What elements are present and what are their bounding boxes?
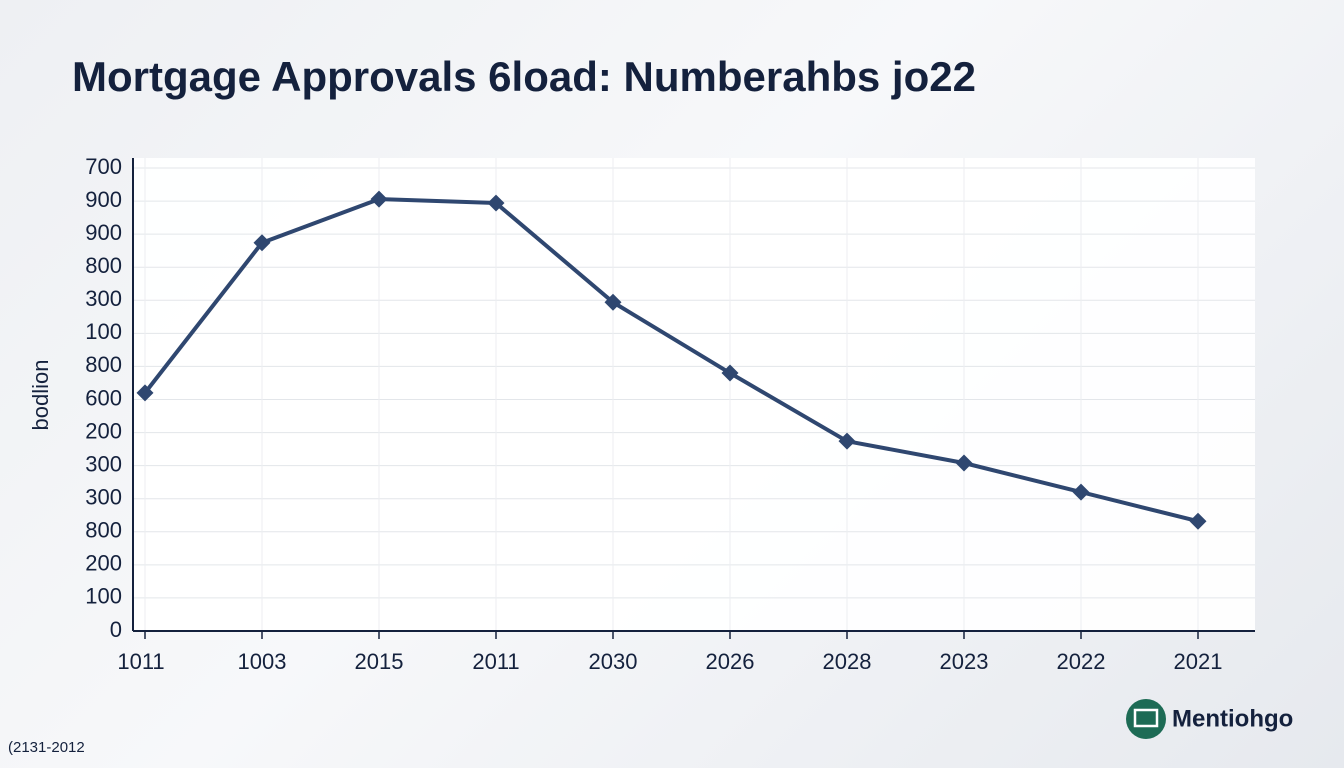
x-tick-label: 2021 <box>1174 649 1223 674</box>
x-tick-label: 2026 <box>706 649 755 674</box>
y-tick-label: 900 <box>85 220 122 245</box>
y-tick-label: 600 <box>85 385 122 410</box>
x-tick-label: 2030 <box>589 649 638 674</box>
y-tick-label: 900 <box>85 187 122 212</box>
y-tick-label: 100 <box>85 584 122 609</box>
y-tick-label: 700 <box>85 154 122 179</box>
logo-icon <box>1126 699 1166 739</box>
x-tick-label: 2028 <box>823 649 872 674</box>
y-tick-label: 800 <box>85 518 122 543</box>
y-tick-label: 200 <box>85 418 122 443</box>
point <box>721 364 739 382</box>
point <box>136 384 154 402</box>
x-tick-label: 2011 <box>472 649 519 674</box>
footer: (2131-2012 <box>8 739 85 756</box>
logo-icon-house <box>1133 708 1159 728</box>
y-tick-label: 100 <box>85 319 122 344</box>
x-tick-label: 2023 <box>940 649 989 674</box>
y-tick-label: 200 <box>85 551 122 576</box>
point <box>253 234 271 252</box>
point <box>838 432 856 450</box>
point <box>955 454 973 472</box>
y-tick-label: 0 <box>110 617 122 642</box>
point <box>1189 512 1207 530</box>
logo-text: Mentiohgo <box>1172 705 1293 732</box>
x-tick-label: 2015 <box>355 649 404 674</box>
line <box>143 197 1199 524</box>
point <box>487 194 505 212</box>
y-tick-label: 800 <box>85 352 122 377</box>
y-tick-label: 300 <box>85 485 122 510</box>
plot-area <box>133 158 1255 631</box>
y-axis-label: bodlion <box>28 360 53 431</box>
x-tick-label: 1011 <box>117 649 164 674</box>
y-tick-label: 300 <box>85 451 122 476</box>
point <box>604 293 622 311</box>
y-tick-label: 300 <box>85 286 122 311</box>
x-tick-label: 1003 <box>238 649 287 674</box>
x-tick-label: 2022 <box>1057 649 1106 674</box>
chart-title: Mortgage Approvals 6load: Numberahbs jo2… <box>72 53 976 100</box>
point <box>370 190 388 208</box>
y-tick-label: 800 <box>85 253 122 278</box>
